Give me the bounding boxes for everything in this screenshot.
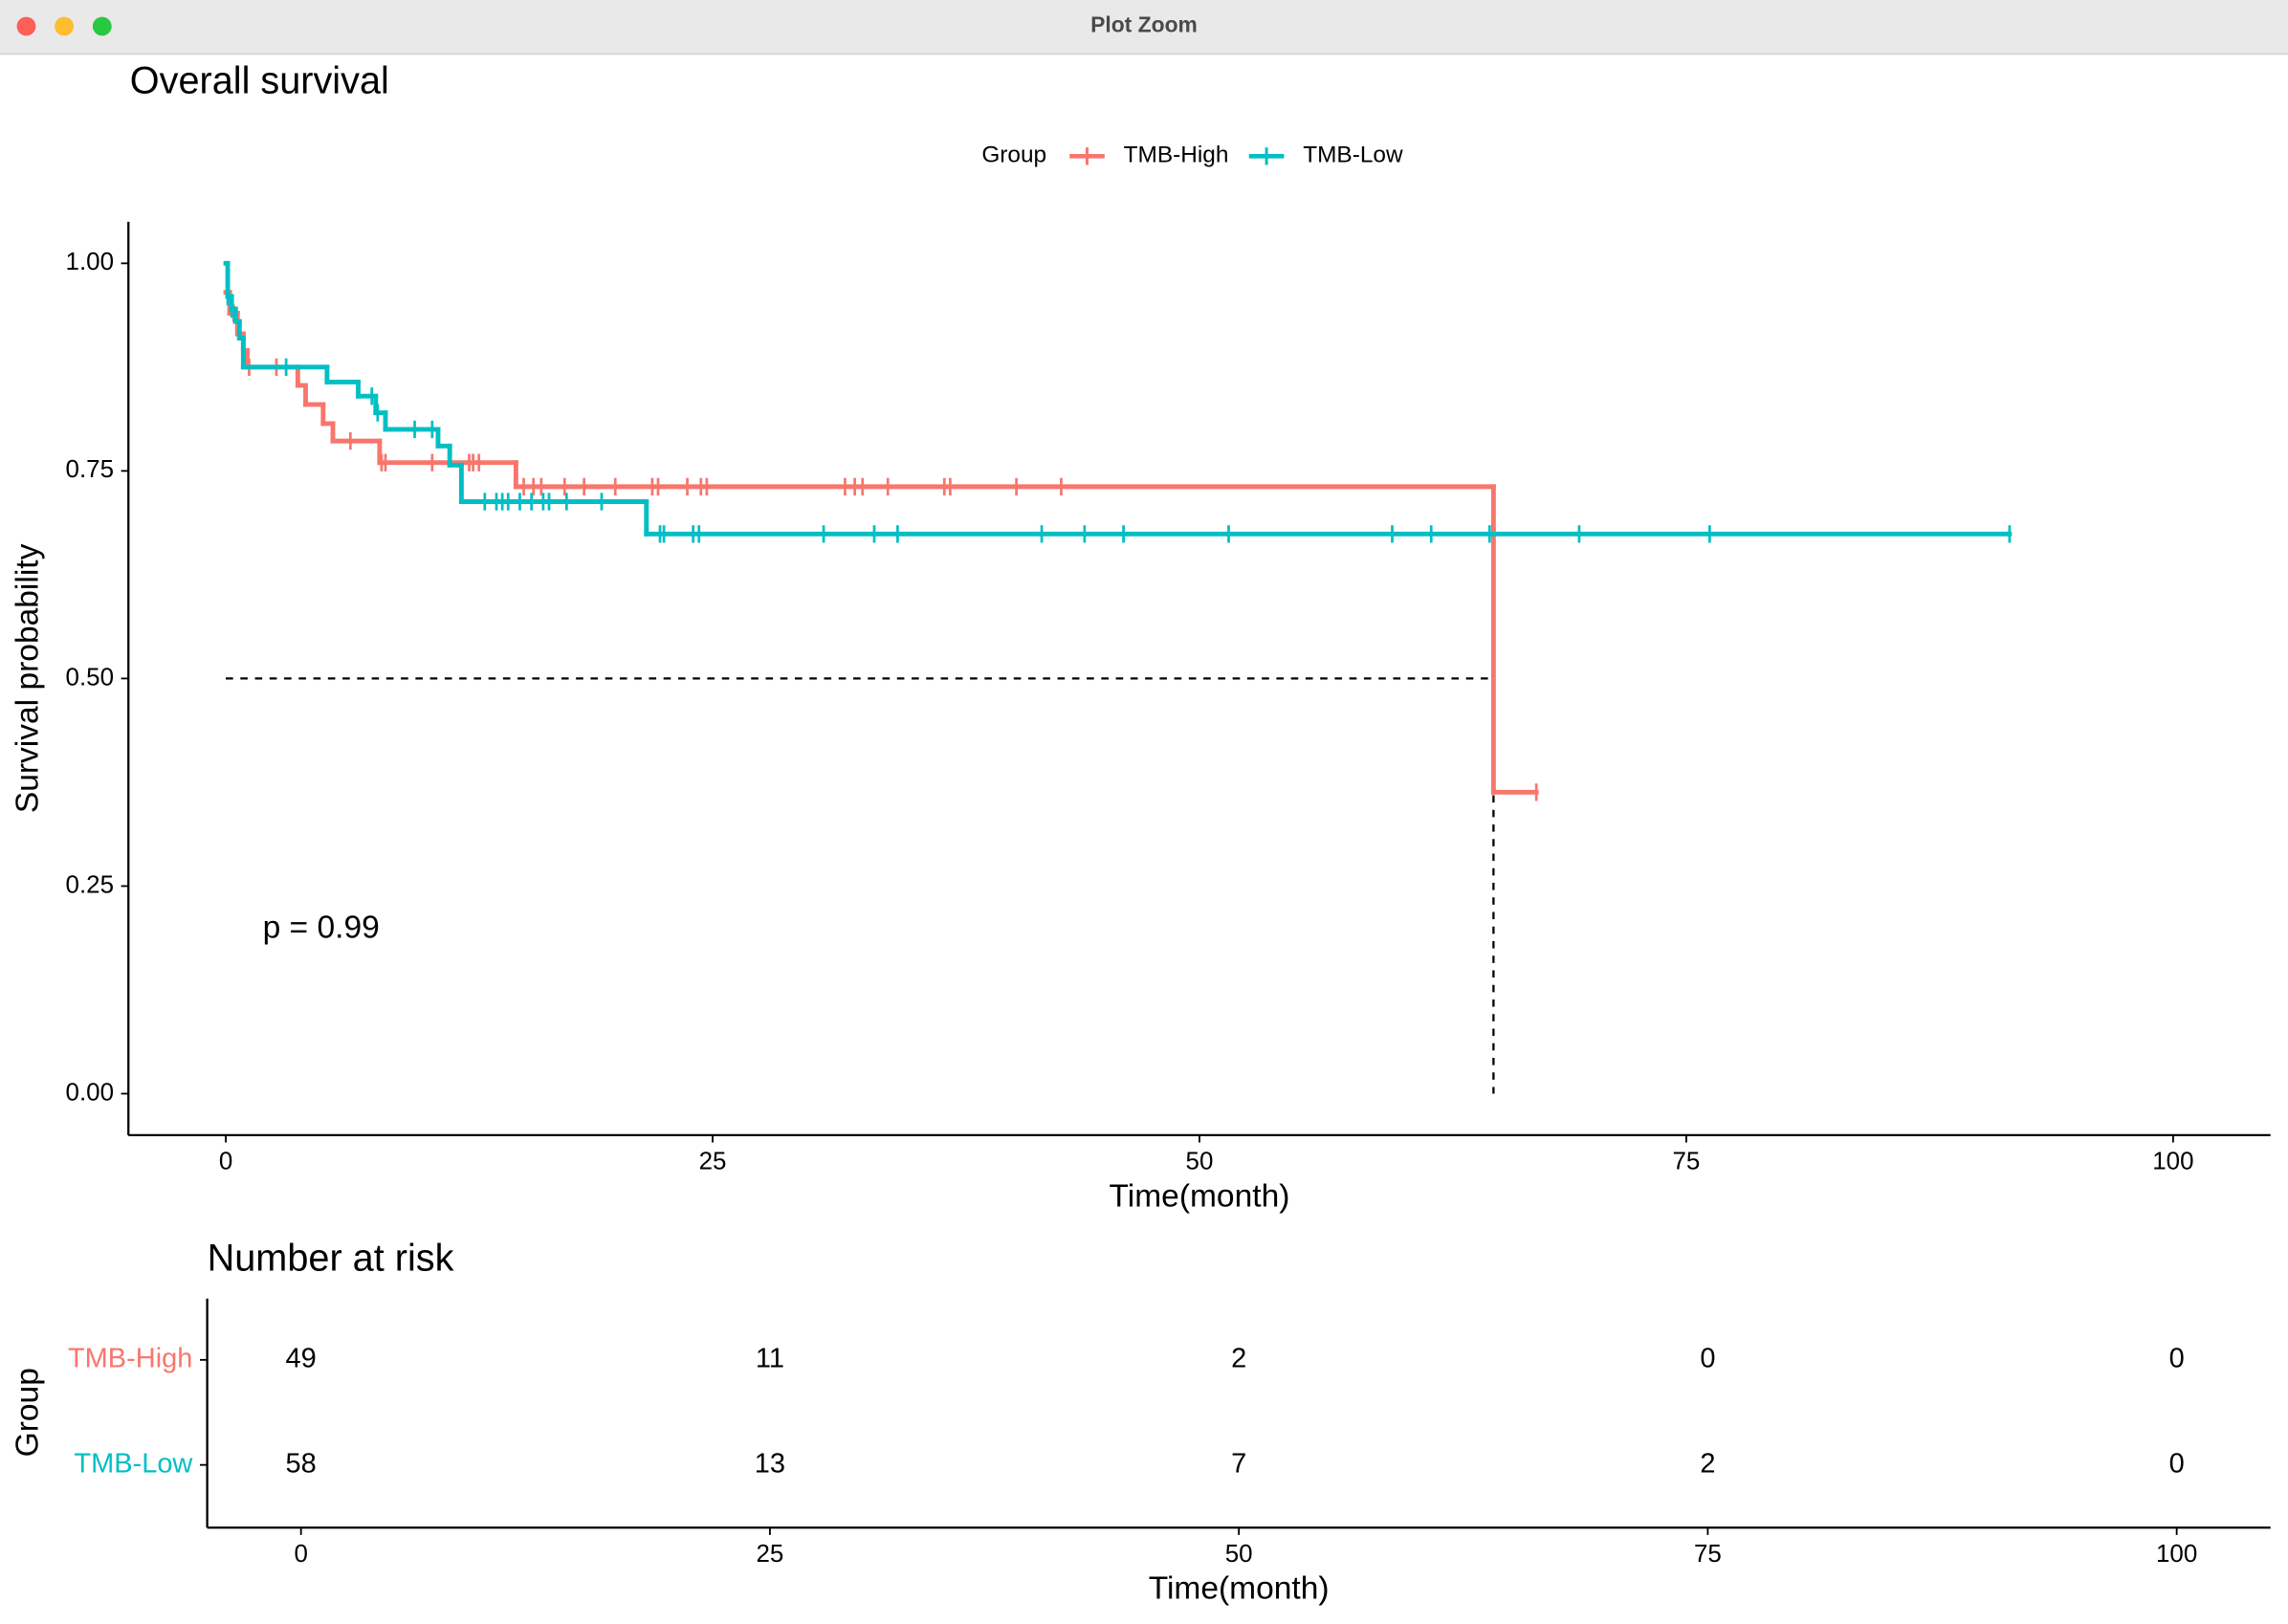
x-tick-label: 100: [2156, 1541, 2197, 1568]
risk-count: 0: [1700, 1343, 1715, 1373]
y-tick-label: 0.50: [66, 664, 114, 691]
survival-curve: [223, 260, 2013, 543]
risk-count: 13: [755, 1448, 785, 1479]
p-value: p = 0.99: [263, 911, 380, 946]
x-tick-label: 50: [1186, 1149, 1214, 1175]
row-label: TMB-Low: [74, 1448, 192, 1479]
x-tick-label: 25: [699, 1149, 727, 1175]
zoom-button[interactable]: [92, 16, 112, 36]
x-axis-label: Time(month): [1149, 1571, 1330, 1607]
risk-count: 0: [2169, 1448, 2185, 1479]
title-bar: [0, 0, 2288, 55]
risk-count: 0: [2169, 1343, 2185, 1373]
risk-count: 2: [1700, 1448, 1715, 1479]
risk-count: 58: [286, 1448, 317, 1479]
row-label: TMB-High: [68, 1343, 192, 1373]
x-tick-label: 75: [1694, 1541, 1722, 1568]
legend-label: TMB-High: [1124, 143, 1229, 168]
chart-title: Overall survival: [130, 59, 389, 101]
table-title: Number at risk: [208, 1238, 454, 1280]
risk-count: 7: [1231, 1448, 1246, 1479]
x-tick-label: 75: [1673, 1149, 1701, 1175]
risk-count: 49: [286, 1343, 317, 1373]
x-tick-label: 50: [1225, 1541, 1253, 1568]
y-axis-label: Group: [10, 1368, 45, 1457]
y-tick-label: 1.00: [66, 249, 114, 275]
x-tick-label: 0: [219, 1149, 232, 1175]
close-button[interactable]: [16, 16, 36, 36]
x-tick-label: 25: [756, 1541, 783, 1568]
y-axis-label: Survival probability: [10, 543, 45, 813]
x-tick-label: 0: [294, 1541, 307, 1568]
y-tick-label: 0.25: [66, 871, 114, 898]
x-axis-label: Time(month): [1110, 1178, 1290, 1214]
risk-count: 2: [1231, 1343, 1246, 1373]
risk-count: 11: [756, 1343, 784, 1373]
x-tick-label: 100: [2152, 1149, 2193, 1175]
y-tick-label: 0.75: [66, 456, 114, 483]
legend-title: Group: [981, 143, 1046, 168]
y-tick-label: 0.00: [66, 1079, 114, 1106]
minimize-button[interactable]: [55, 16, 75, 36]
legend-label: TMB-Low: [1303, 143, 1403, 168]
window-title: Plot Zoom: [1090, 12, 1198, 37]
